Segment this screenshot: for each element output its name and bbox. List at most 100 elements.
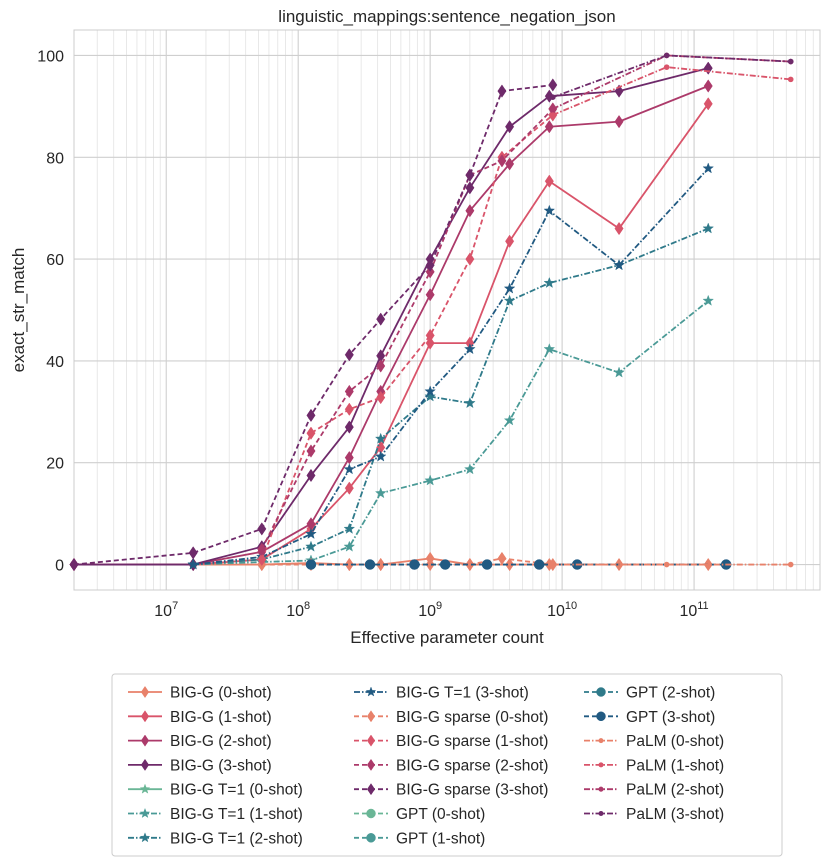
x-tick-label: 109	[418, 600, 442, 620]
data-point	[598, 810, 604, 817]
data-point	[598, 762, 604, 768]
series-layer	[69, 52, 794, 572]
data-point	[497, 551, 507, 566]
data-point	[374, 432, 387, 444]
legend-label: PaLM (2-shot)	[626, 782, 724, 799]
data-point	[374, 487, 387, 499]
data-point	[702, 222, 715, 234]
data-point	[376, 390, 386, 405]
data-point	[376, 359, 386, 373]
series-PaLM (3-shot)	[550, 52, 794, 100]
legend-item: BIG-G sparse (3-shot)	[354, 782, 548, 799]
data-point	[344, 402, 354, 416]
legend-label: BIG-G sparse (2-shot)	[396, 757, 548, 774]
series-PaLM (1-shot)	[550, 64, 794, 118]
series-line	[193, 300, 709, 566]
data-point	[139, 807, 151, 818]
data-point	[614, 221, 624, 236]
legend-item: GPT (1-shot)	[354, 830, 485, 847]
series-line	[74, 67, 709, 566]
data-point	[544, 120, 554, 134]
data-point	[366, 734, 376, 747]
data-point	[663, 561, 670, 568]
data-point	[425, 258, 435, 272]
legend-label: BIG-G (0-shot)	[170, 685, 272, 702]
legend-item: GPT (0-shot)	[354, 806, 485, 823]
data-point	[344, 420, 354, 434]
data-point	[306, 408, 316, 423]
legend-label: GPT (0-shot)	[396, 806, 485, 823]
data-point	[702, 294, 715, 306]
data-point	[503, 294, 516, 306]
data-point	[305, 527, 317, 539]
x-tick-label: 1010	[547, 600, 577, 620]
data-point	[425, 336, 435, 350]
data-point	[306, 468, 316, 483]
x-tick-label: 108	[286, 600, 310, 620]
data-point	[543, 276, 556, 288]
data-point	[139, 783, 151, 794]
y-tick-label: 40	[46, 354, 64, 371]
data-point	[465, 557, 475, 572]
data-point	[543, 343, 556, 355]
data-point	[503, 414, 516, 426]
legend-item: GPT (2-shot)	[584, 685, 715, 702]
data-point	[503, 282, 516, 294]
series-line	[193, 227, 709, 566]
data-point	[343, 463, 356, 475]
data-point	[366, 710, 376, 723]
legend-item: BIG-G (1-shot)	[128, 709, 272, 726]
data-point	[343, 522, 356, 534]
series-PaLM (0-shot)	[550, 561, 794, 568]
series-line	[261, 108, 554, 550]
y-tick-label: 60	[46, 252, 64, 269]
data-point	[703, 97, 713, 111]
series-GPT (3-shot)	[305, 559, 732, 570]
series-BIG-G T=1 (2-shot)	[187, 222, 715, 570]
legend-label: BIG-G T=1 (0-shot)	[170, 782, 303, 799]
series-BIG-G sparse (3-shot)	[69, 78, 558, 572]
legend-item: GPT (3-shot)	[584, 709, 715, 726]
data-point	[365, 686, 377, 697]
legend-item: BIG-G (3-shot)	[128, 757, 272, 774]
data-point	[364, 559, 376, 570]
y-axis-label: exact_str_match	[9, 248, 28, 373]
data-point	[140, 685, 150, 699]
data-point	[257, 522, 267, 536]
data-point	[703, 79, 713, 93]
data-point	[188, 546, 198, 560]
legend-item: PaLM (1-shot)	[584, 757, 724, 774]
legend-label: BIG-G sparse (1-shot)	[396, 733, 548, 750]
legend: BIG-G (0-shot) BIG-G (1-shot) BIG-G (2-sho…	[111, 673, 783, 857]
legend-label: BIG-G T=1 (1-shot)	[170, 806, 303, 823]
data-point	[497, 154, 507, 168]
data-point	[787, 58, 794, 65]
series-line	[74, 103, 709, 566]
data-point	[614, 84, 624, 98]
data-point	[306, 444, 316, 458]
data-point	[548, 78, 558, 92]
legend-label: BIG-G (1-shot)	[170, 709, 272, 726]
legend-label: PaLM (0-shot)	[626, 733, 724, 750]
data-point	[505, 557, 515, 572]
legend-frame	[111, 673, 783, 857]
data-point	[465, 168, 475, 182]
data-point	[306, 426, 316, 440]
data-point	[257, 542, 267, 556]
data-point	[464, 397, 476, 409]
data-point	[703, 61, 713, 75]
legend-item: PaLM (2-shot)	[584, 782, 724, 799]
data-point	[425, 557, 435, 572]
data-point	[465, 204, 475, 218]
data-point	[596, 711, 606, 722]
series-line	[552, 54, 791, 99]
legend-label: BIG-G T=1 (3-shot)	[396, 685, 529, 702]
data-point	[596, 687, 606, 697]
data-point	[614, 114, 624, 129]
y-tick-label: 100	[37, 48, 64, 65]
data-point	[544, 89, 554, 103]
data-point	[787, 561, 794, 568]
series-BIG-G T=1 (1-shot)	[187, 294, 715, 570]
legend-item: BIG-G sparse (0-shot)	[354, 709, 548, 726]
x-axis-label: Effective parameter count	[350, 628, 544, 647]
